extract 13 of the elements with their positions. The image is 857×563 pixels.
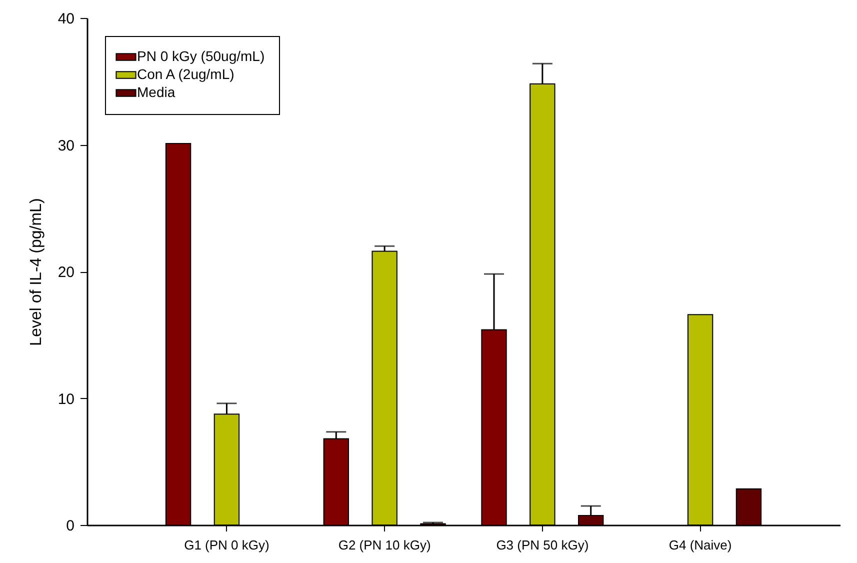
y-tick-label: 10: [58, 390, 74, 408]
x-tick-label: G3 (PN 50 kGy): [496, 538, 589, 552]
y-tick-label: 0: [66, 518, 74, 534]
x-tick-label: G4 (Naive): [668, 538, 732, 552]
legend-label: PN 0 kGy (50ug/mL): [137, 48, 265, 64]
legend-label: Con A (2ug/mL): [137, 66, 234, 82]
y-axis-title: Level of IL-4 (pg/mL): [28, 198, 45, 346]
y-tick-label: 40: [58, 10, 74, 28]
x-tick-label: G2 (PN 10 kGy): [338, 538, 431, 552]
y-tick-label: 30: [58, 137, 74, 154]
x-tick-label: G1 (PN 0 kGy): [184, 538, 270, 552]
legend-label: Media: [137, 84, 176, 100]
y-tick-label: 20: [58, 264, 74, 281]
